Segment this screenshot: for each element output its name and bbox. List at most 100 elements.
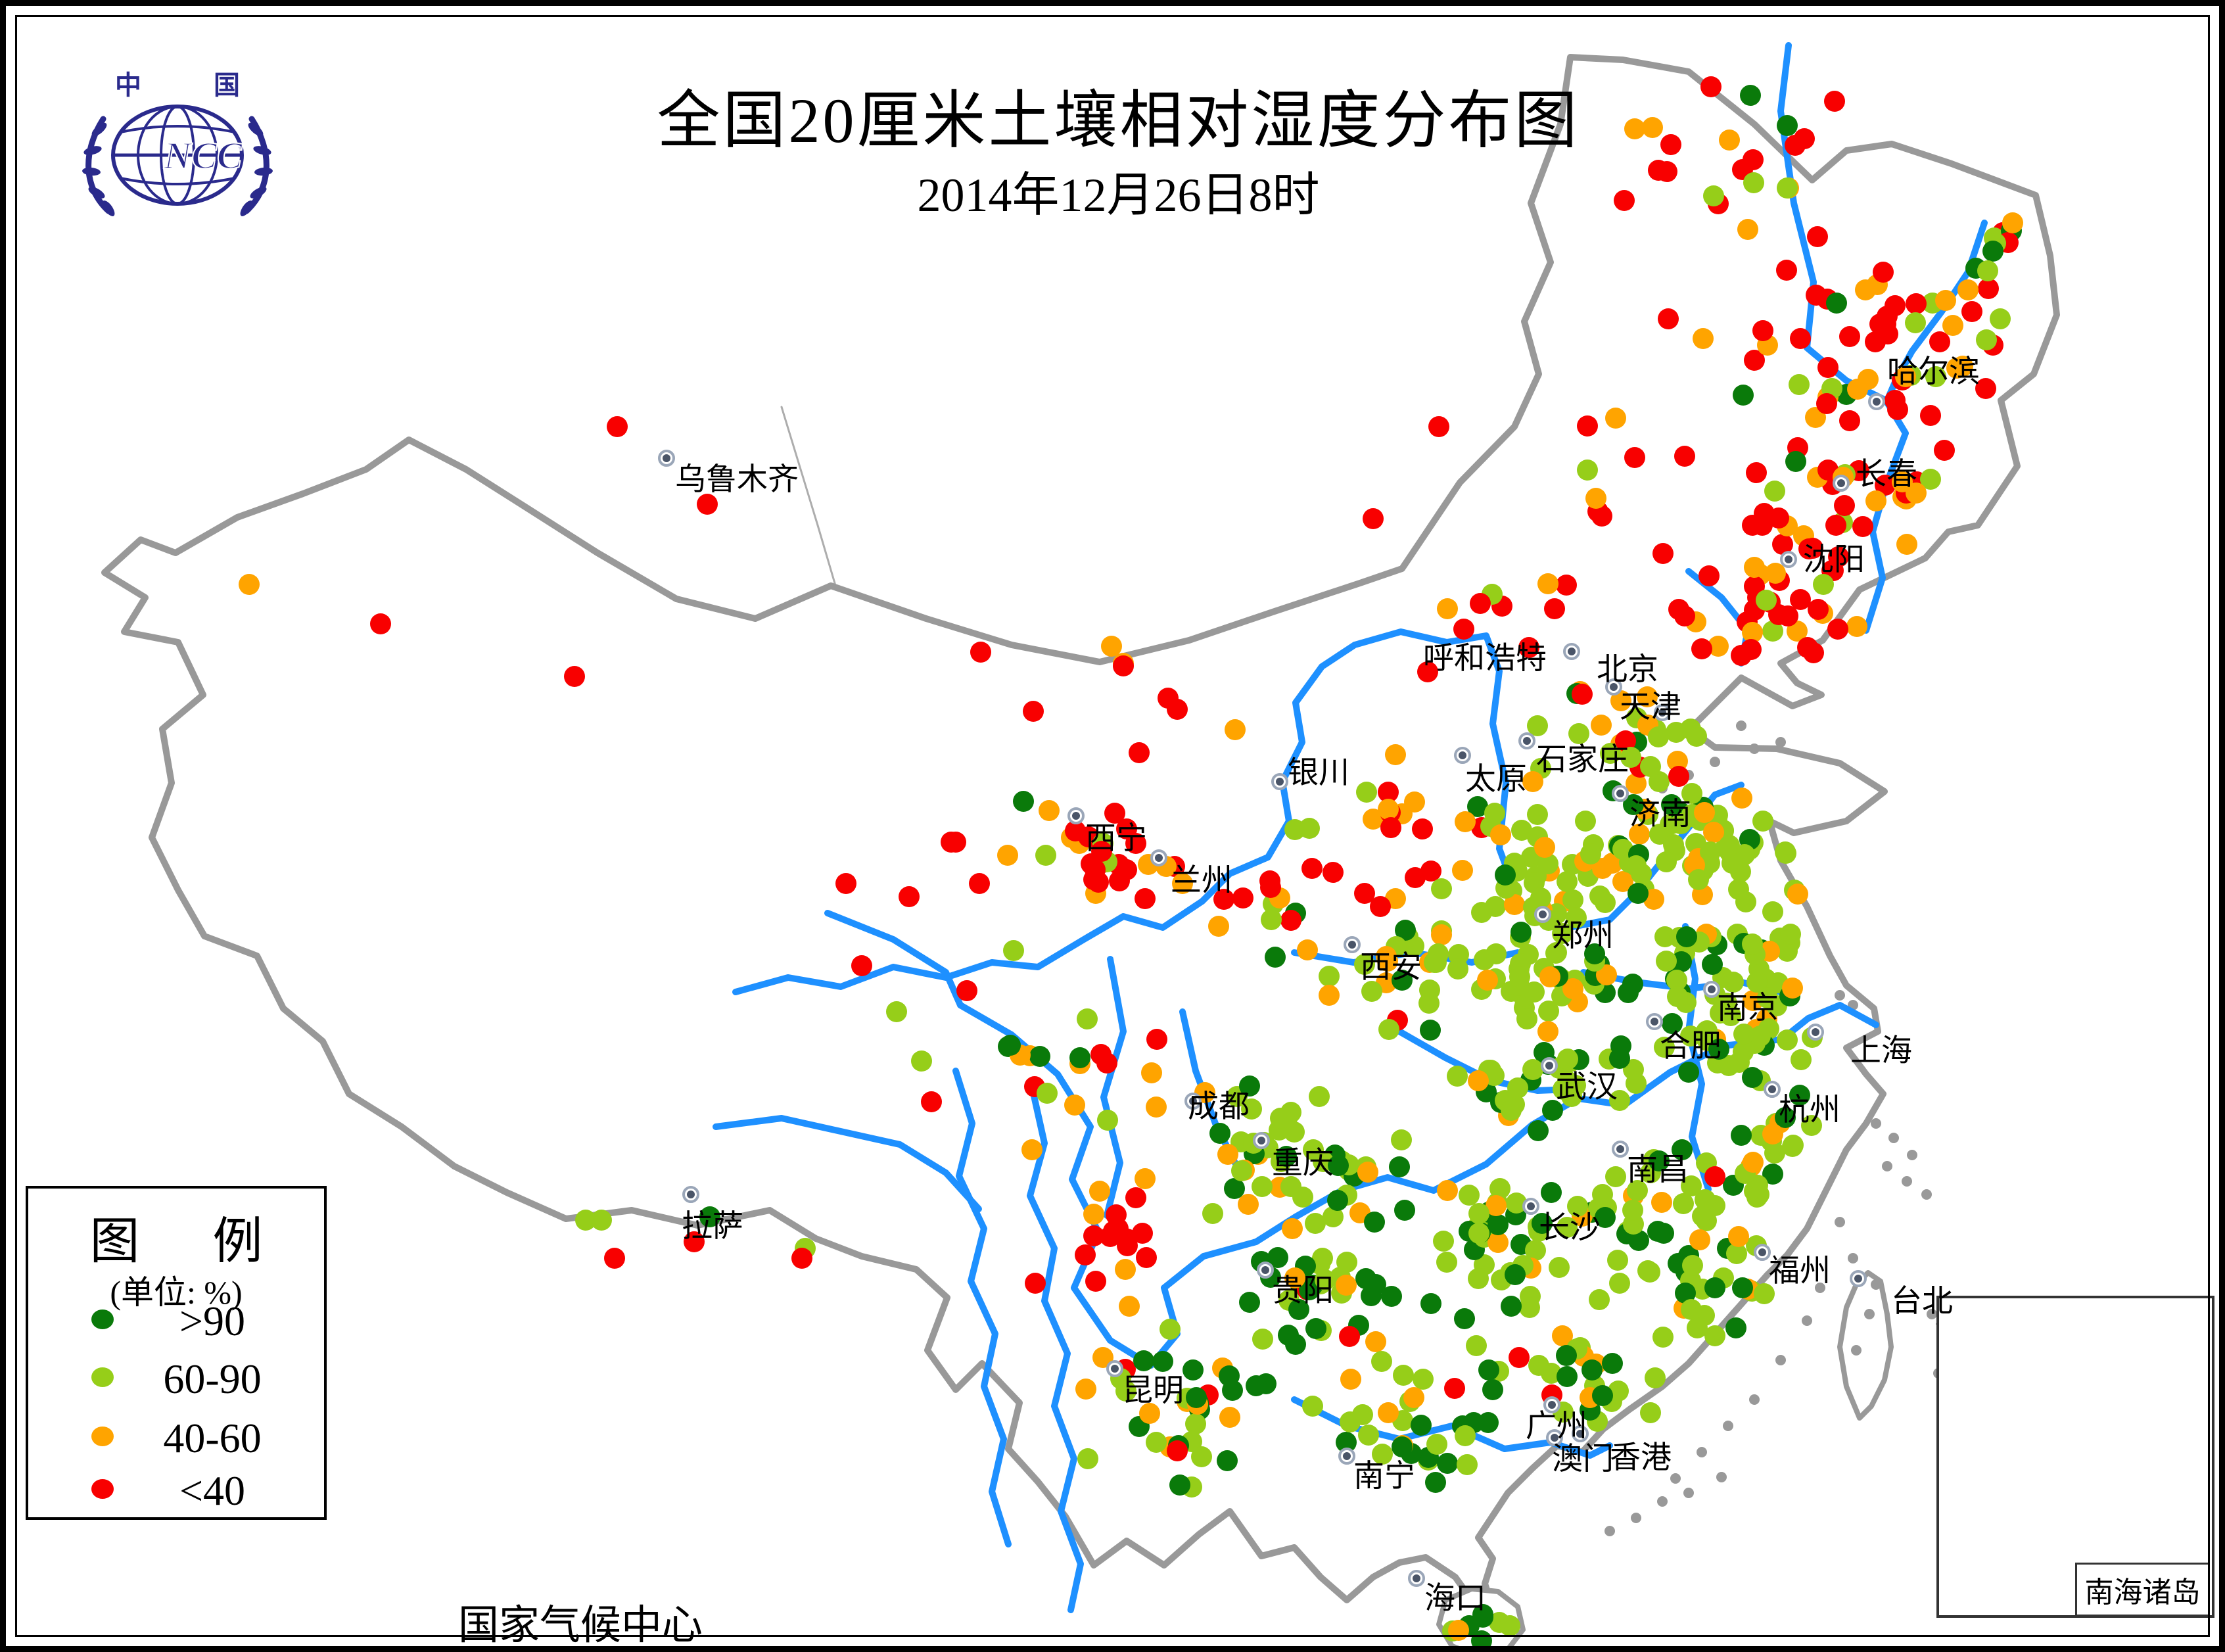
station-dot-r60_90 [1777,177,1798,199]
city-marker-core [1343,1452,1351,1460]
city-marker-ring [1546,1429,1563,1446]
city-label-沈阳: 沈阳 [1803,543,1865,577]
coastal-islet [1835,990,1845,1001]
station-dot-gt90 [1647,1221,1668,1242]
station-dot-r60_90 [1764,481,1785,502]
station-dot-gt90 [1276,1146,1297,1167]
station-dot-r60_90 [1762,621,1783,642]
station-dot-r40_60 [1537,573,1558,594]
logo-acronym: NCC [163,134,243,177]
station-dot-lt40 [1109,870,1130,891]
city-label-天津: 天津 [1620,690,1681,724]
station-dot-lt40 [1104,803,1125,824]
station-dot-gt90 [1581,1359,1603,1381]
station-dot-r60_90 [1455,1425,1476,1446]
station-dot-r40_60 [1629,824,1650,845]
legend-dot-gt90 [91,1310,114,1329]
station-dot-lt40 [1744,576,1765,597]
station-dot-r60_90 [1627,1180,1648,1201]
legend-dot-40-60 [91,1427,114,1446]
station-dot-r60_90 [1920,469,1941,490]
station-dot-r40_60 [1787,884,1808,905]
station-dot-lt40 [1674,605,1695,626]
station-dot-lt40 [1083,1225,1104,1246]
city-marker-杭州 [1764,1081,1781,1098]
city-label-银川: 银川 [1288,756,1349,790]
station-dot-r40_60 [1865,490,1886,511]
station-dot-r40_60 [1703,822,1724,843]
station-dot-r60_90 [1704,1325,1725,1346]
city-marker-core [1072,812,1080,820]
station-dot-r60_90 [1695,1189,1716,1210]
station-dot-r40_60 [1743,1152,1764,1173]
station-dot-r60_90 [1557,871,1578,892]
station-dot-r40_60 [1378,799,1399,820]
station-dot-gt90 [1381,1286,1402,1307]
station-dot-r40_60 [1552,1325,1573,1346]
station-dot-lt40 [1744,350,1765,371]
station-dot-gt90 [1584,943,1605,964]
city-label-香港: 香港 [1610,1441,1672,1475]
city-marker-天津 [1654,704,1671,721]
station-dot-gt90 [1595,1207,1616,1228]
station-dot-lt40 [1544,598,1565,619]
station-dot-gt90 [1285,1334,1306,1355]
city-marker-福州 [1754,1244,1771,1261]
city-marker-core [1873,398,1881,406]
station-dot-r60_90 [1703,185,1724,206]
city-label-石家庄: 石家庄 [1536,743,1629,777]
station-dot-r40_60 [1643,889,1664,910]
station-dot-r40_60 [2002,212,2023,233]
city-label-成都: 成都 [1188,1090,1250,1124]
station-dot-r60_90 [1977,260,1998,281]
station-dot-lt40 [1380,817,1401,838]
station-dot-lt40 [1146,1029,1167,1050]
station-dot-r40_60 [1385,744,1406,765]
station-dot-gt90 [1733,385,1754,406]
station-dot-r40_60 [1585,488,1606,509]
station-dot-lt40 [1363,508,1384,529]
station-dot-lt40 [1873,262,1894,283]
station-dot-r60_90 [1721,853,1743,874]
city-marker-长沙 [1522,1198,1539,1215]
legend-row-lt40: <40 [28,1470,324,1516]
station-dot-gt90 [1618,982,1639,1003]
station-dot-r40_60 [1487,1232,1509,1253]
station-dot-lt40 [1135,888,1156,909]
station-dot-lt40 [1754,503,1775,524]
coastal-islet [1927,1309,1937,1319]
station-dot-lt40 [941,832,962,853]
station-dot-r60_90 [886,1001,907,1022]
station-dot-r40_60 [1297,939,1318,960]
station-dot-r60_90 [1361,981,1382,1002]
station-dot-r60_90 [1527,804,1548,825]
station-dot-lt40 [1785,135,1806,156]
station-dot-lt40 [1378,782,1399,803]
legend-row-gt90: >90 [28,1300,324,1346]
station-dot-gt90 [1392,970,1413,991]
legend-label-lt40: <40 [179,1467,246,1514]
station-dot-gt90 [1676,926,1697,947]
station-dot-r60_90 [1681,783,1702,804]
coastal-islet [1864,1309,1875,1319]
station-dot-r40_60 [1846,616,1867,637]
station-dot-lt40 [1213,889,1234,910]
coastal-islet [1775,737,1786,747]
station-dot-gt90 [1267,1247,1288,1268]
station-dot-r60_90 [1202,1203,1223,1224]
city-marker-石家庄 [1518,732,1535,749]
station-dot-r60_90 [1431,878,1452,899]
station-dot-r40_60 [1141,1062,1162,1083]
footer-credit: 国家气候中心 [458,1603,703,1648]
coastal-islet [1802,1315,1812,1326]
coastal-islet [1871,1118,1881,1129]
station-dot-r40_60 [1693,328,1714,349]
station-dot-gt90 [1675,1283,1696,1304]
city-marker-ring [1563,643,1580,660]
city-marker-core [1785,555,1792,563]
station-dot-r40_60 [1477,970,1498,991]
station-dot-r60_90 [1622,1200,1643,1221]
station-dot-lt40 [1828,546,1849,567]
station-dot-r60_90 [1252,1329,1273,1350]
legend-row-60-90: 60-90 [28,1358,324,1404]
